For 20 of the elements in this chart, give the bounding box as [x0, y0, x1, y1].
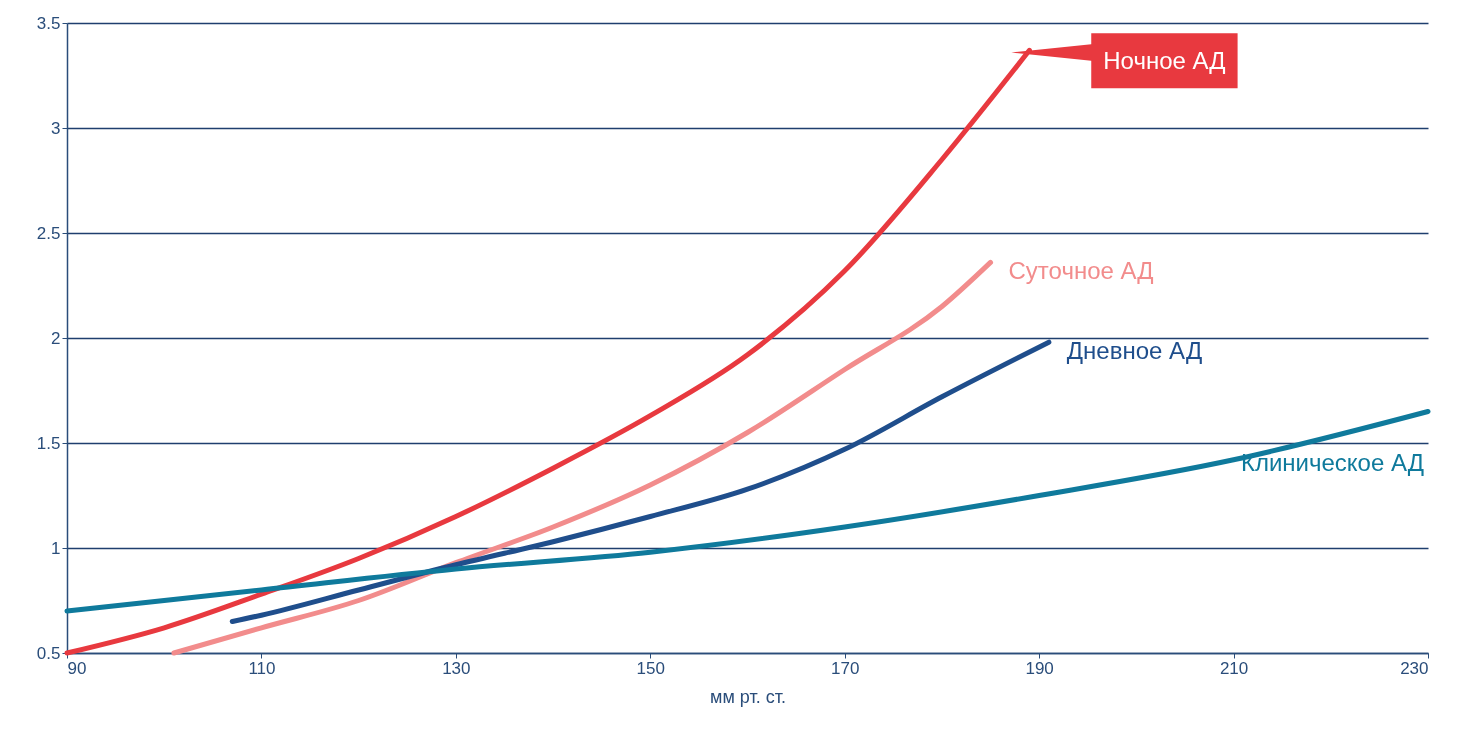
x-tick-label: 170 [831, 658, 860, 678]
text: Ночное АД [1103, 47, 1226, 75]
x-tick-label: 190 [1025, 658, 1054, 678]
series-label: Дневное АД [1066, 337, 1203, 365]
x-tick-label: 130 [442, 658, 471, 678]
y-tick-label: 2.5 [36, 223, 61, 243]
x-tick-label: 230 [1400, 658, 1429, 678]
series-label: Суточное АД [1008, 257, 1154, 285]
x-axis-title: мм рт. ст. [710, 686, 786, 707]
y-tick-label: 3.5 [36, 13, 61, 33]
x-tick-label: 90 [67, 658, 87, 678]
y-tick-label: 0.5 [36, 643, 61, 663]
x-tick-label: 210 [1219, 658, 1249, 678]
series-label: Клиническое АД [1240, 448, 1424, 476]
x-tick-label: 150 [636, 658, 665, 678]
y-tick-label: 1.5 [36, 433, 61, 453]
y-tick-label: 1 [51, 538, 61, 558]
y-tick-label: 2 [51, 328, 61, 348]
x-tick-label: 110 [248, 658, 276, 678]
y-tick-label: 3 [51, 118, 61, 138]
